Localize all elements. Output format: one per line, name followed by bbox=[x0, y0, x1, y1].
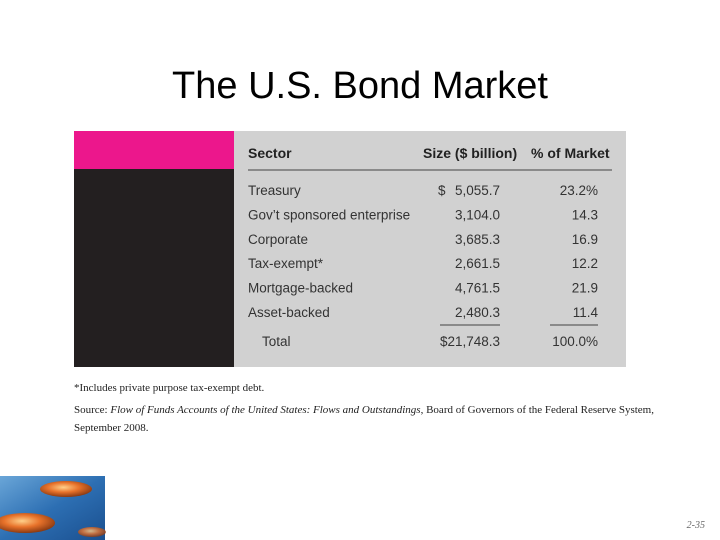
table-cell: 16.9 bbox=[572, 232, 598, 247]
table-cell: 5,055.7 bbox=[455, 183, 500, 198]
source-prefix: Source: bbox=[74, 404, 110, 416]
table-cell: 3,685.3 bbox=[455, 232, 500, 247]
table-cell: 23.2% bbox=[560, 183, 598, 198]
source-title: Flow of Funds Accounts of the United Sta… bbox=[109, 404, 420, 416]
table: Sector Size ($ billion) % of Market $ Tr… bbox=[248, 145, 612, 349]
slide-title: The U.S. Bond Market bbox=[172, 65, 548, 107]
total-cell: Total bbox=[262, 334, 291, 349]
source-rest: , Board of Governors of the Federal Rese… bbox=[421, 404, 655, 416]
table-cell: Corporate bbox=[248, 232, 308, 247]
table-cell: Tax-exempt* bbox=[248, 256, 324, 271]
currency-symbol: $ bbox=[438, 183, 446, 198]
table-cell: 14.3 bbox=[572, 207, 598, 222]
table-cell: 2,480.3 bbox=[455, 305, 500, 320]
table-cell: 3,104.0 bbox=[455, 207, 500, 222]
table-cell: Asset-backed bbox=[248, 305, 330, 320]
table-cell: 12.2 bbox=[572, 256, 598, 271]
table-cell: 2,661.5 bbox=[455, 256, 500, 271]
table-cell: Treasury bbox=[248, 183, 301, 198]
page-number: 2-35 bbox=[687, 520, 705, 531]
header-cell: % of Market bbox=[531, 145, 610, 161]
table-cell: Mortgage-backed bbox=[248, 281, 353, 296]
table-cell: 21.9 bbox=[572, 281, 598, 296]
table-cell: Gov’t sponsored enterprise bbox=[248, 207, 410, 222]
total-cell: 100.0% bbox=[552, 334, 598, 349]
source-line: September 2008. bbox=[74, 422, 149, 434]
total-cell: $21,748.3 bbox=[440, 334, 500, 349]
table-cell: 11.4 bbox=[573, 305, 599, 320]
header-cell: Size ($ billion) bbox=[423, 145, 517, 161]
dark-panel bbox=[74, 169, 234, 367]
footnote: *Includes private purpose tax-exempt deb… bbox=[74, 382, 265, 394]
accent-bar bbox=[74, 131, 234, 169]
table-cell: 4,761.5 bbox=[455, 281, 500, 296]
header-cell: Sector bbox=[248, 145, 292, 161]
source: Source: Flow of Funds Accounts of the Un… bbox=[74, 404, 654, 416]
table-panel bbox=[234, 131, 626, 367]
corner-image bbox=[0, 476, 106, 540]
